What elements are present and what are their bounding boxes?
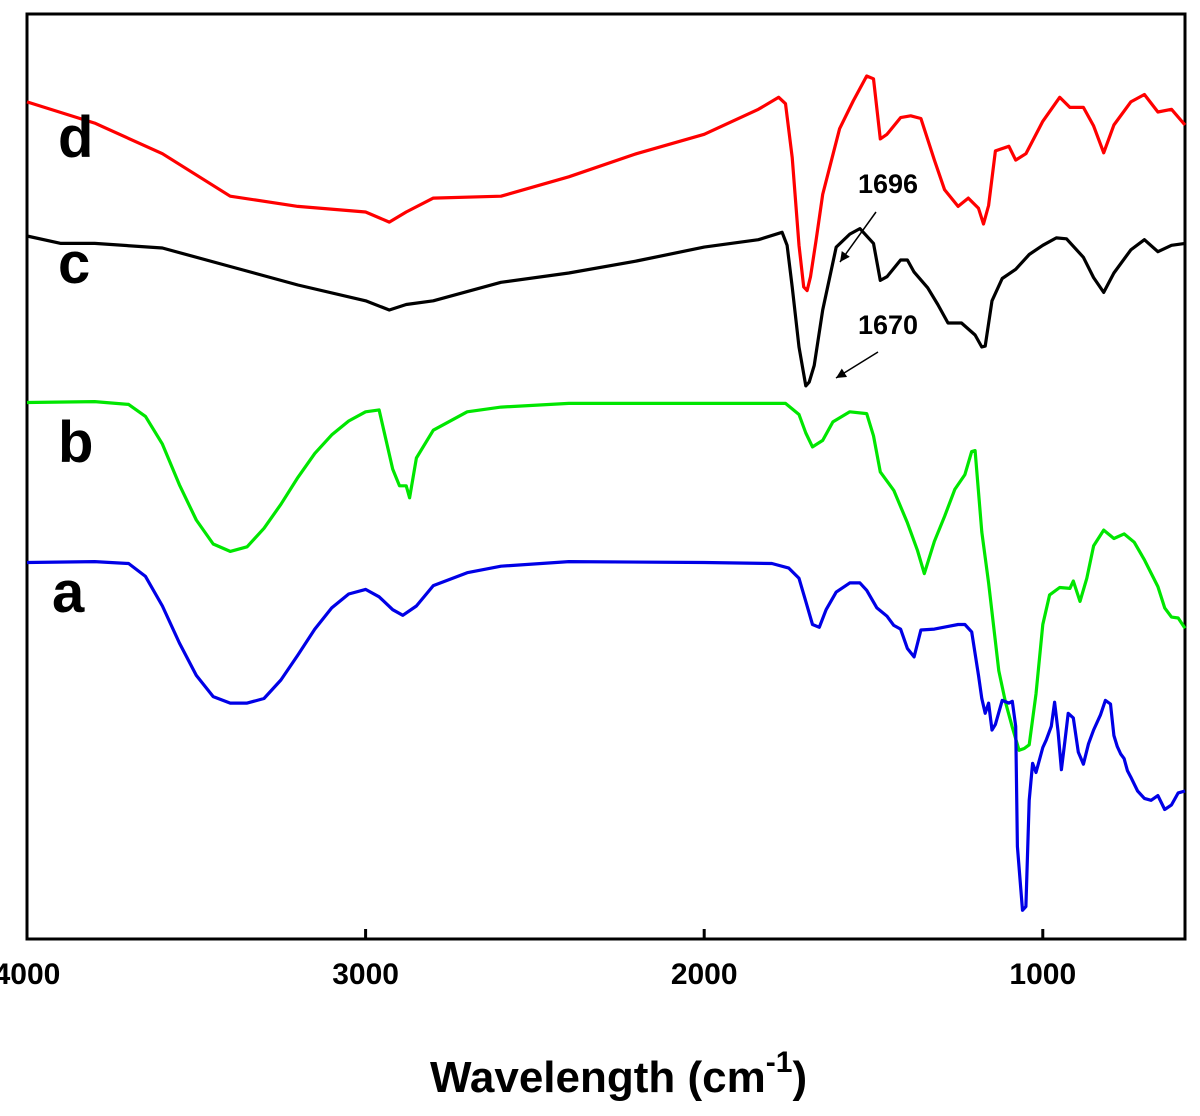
annotation-1696-arrow (839, 211, 877, 263)
x-axis-title: Wavelength (cm-1) (430, 1046, 807, 1102)
series-label-d: d (58, 105, 93, 170)
series-line-b (26, 400, 1187, 752)
x-axis-title-sup: -1 (766, 1046, 793, 1079)
x-tick-label: 3000 (332, 958, 399, 991)
series-line-a (26, 560, 1186, 912)
x-tick-label: 4000 (0, 958, 60, 991)
x-tick-label: 2000 (671, 958, 738, 991)
x-axis-title-close: ) (792, 1053, 807, 1102)
series-line-d (26, 74, 1187, 293)
x-axis-ticks: 4000 3000 2000 1000 (0, 929, 1076, 991)
series-line-c (26, 227, 1186, 388)
series-group (26, 74, 1187, 912)
annotation-1670-label: 1670 (858, 310, 918, 340)
annotation-1670-arrow (835, 351, 879, 379)
plot-frame (25, 12, 1187, 941)
series-label-b: b (58, 410, 93, 475)
series-label-a: a (52, 560, 85, 625)
x-axis-title-main: Wavelength (cm (430, 1053, 766, 1102)
series-label-c: c (58, 231, 90, 296)
annotation-1696-label: 1696 (858, 169, 918, 199)
x-tick-label: 1000 (1009, 958, 1076, 991)
